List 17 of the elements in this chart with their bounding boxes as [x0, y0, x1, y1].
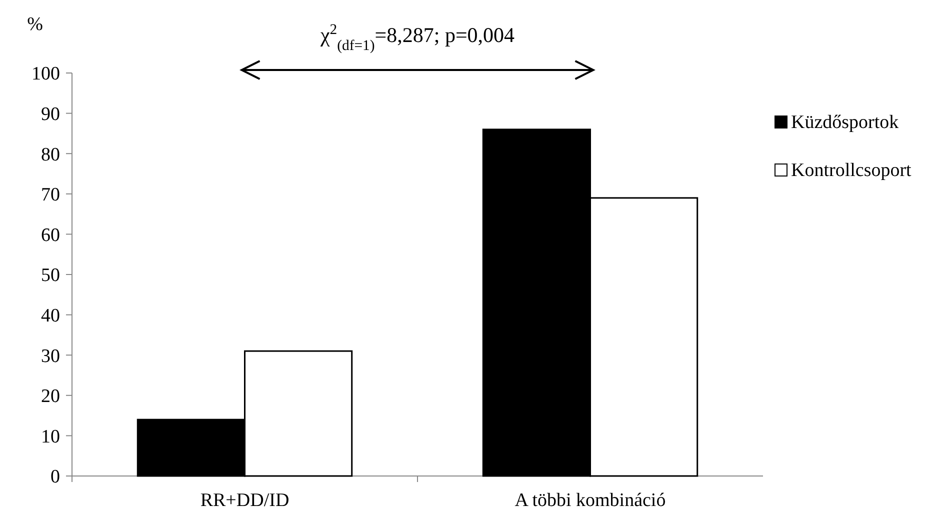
- y-tick-label: 90: [41, 104, 60, 125]
- y-tick-label: 70: [41, 184, 60, 206]
- legend-label: Kontrollcsoport: [791, 160, 912, 181]
- y-tick-label: 40: [41, 305, 60, 326]
- y-tick-label: 100: [32, 64, 60, 85]
- y-tick-label: 80: [41, 144, 60, 166]
- y-tick-label: 10: [41, 426, 60, 448]
- y-tick-label: 20: [41, 386, 60, 408]
- y-tick-label: 0: [50, 466, 60, 488]
- y-tick-label: 60: [41, 224, 60, 246]
- y-tick-label: 30: [41, 346, 60, 367]
- x-tick-label: RR+DD/ID: [200, 490, 290, 511]
- y-tick-label: 50: [41, 265, 60, 286]
- y-axis-title: %: [27, 14, 44, 35]
- legend-label: Küzdősportok: [791, 112, 900, 133]
- x-tick-label: A többi kombináció: [514, 490, 666, 511]
- text: χ$^{2}$$_{(df=1)}$=8,287; p=0,004: [319, 22, 516, 54]
